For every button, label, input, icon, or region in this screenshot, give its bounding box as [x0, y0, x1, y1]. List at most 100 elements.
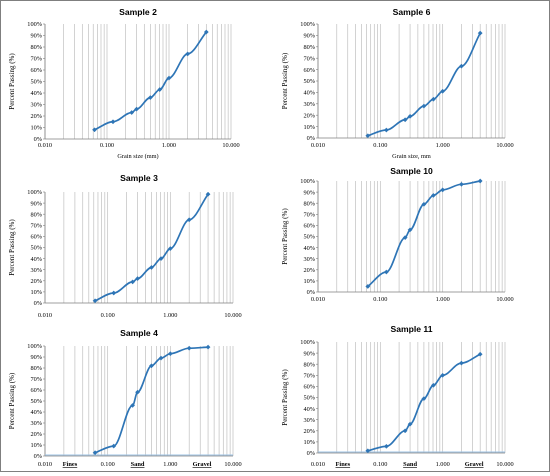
chart-panel-1: Sample 2 0% 10% 20% 30% 40% 50% 60% 70% 80% 90% 100…: [8, 7, 240, 160]
x-tick-label: 0.100: [100, 142, 114, 149]
data-point-marker: [402, 235, 408, 241]
zone-label-gravel: Gravel: [465, 461, 484, 468]
data-point-marker: [167, 246, 173, 252]
data-point-marker: [130, 279, 136, 285]
zone-label-sand: Sand: [403, 461, 417, 468]
y-tick-label: 0%: [34, 300, 43, 307]
x-tick-label: 0.010: [311, 142, 325, 149]
y-tick-label: 40%: [303, 245, 315, 252]
data-point-marker: [147, 95, 153, 101]
data-point-marker: [477, 351, 483, 357]
chart-title: Sample 10: [390, 166, 433, 176]
y-tick-label: 20%: [30, 113, 42, 120]
x-tick-label: 10.000: [496, 296, 513, 303]
data-point-marker: [402, 428, 408, 434]
data-point-marker: [135, 276, 140, 281]
x-tick-label: 1.000: [436, 296, 450, 303]
data-point-marker: [407, 227, 413, 233]
y-tick-label: 70%: [303, 212, 315, 219]
data-point-marker: [158, 256, 164, 262]
y-tick-label: 40%: [30, 409, 42, 416]
data-point-marker: [135, 389, 140, 395]
data-point-marker: [440, 88, 446, 94]
y-tick-label: 90%: [30, 354, 42, 361]
x-tick-label: 1.000: [163, 461, 177, 468]
y-tick-label: 30%: [30, 267, 42, 274]
x-axis-label: Grain size (mm): [117, 153, 158, 160]
data-point-marker: [477, 178, 483, 184]
y-tick-label: 10%: [30, 289, 42, 296]
x-tick-label: 0.010: [311, 461, 325, 468]
y-axis-label: Percent Passing (%): [281, 52, 289, 109]
data-point-marker: [110, 119, 116, 125]
zone-label-sand: Sand: [131, 461, 145, 468]
y-axis-label: Percent Passing (%): [281, 208, 289, 265]
y-tick-label: 80%: [30, 365, 42, 372]
data-point-marker: [421, 396, 427, 402]
data-point-marker: [205, 191, 211, 197]
data-point-marker: [459, 63, 464, 69]
y-tick-label: 50%: [30, 79, 42, 86]
y-axis-label: Percent Passing (%): [8, 372, 16, 429]
y-tick-label: 40%: [30, 256, 42, 263]
y-tick-label: 70%: [303, 55, 315, 62]
y-axis-label: Percent Passing (%): [281, 369, 289, 426]
data-point-marker: [407, 421, 413, 427]
y-tick-label: 60%: [30, 234, 42, 241]
data-point-marker: [402, 117, 408, 123]
data-point-marker: [129, 110, 135, 115]
x-tick-label: 0.100: [373, 461, 387, 468]
y-axis-label: Percent Passing (%): [8, 219, 16, 276]
zone-label-gravel: Gravel: [193, 461, 212, 468]
data-point-marker: [167, 351, 173, 357]
y-tick-label: 90%: [303, 350, 315, 357]
data-point-marker: [477, 30, 483, 36]
chart-panel-4: Sample 10 0% 10% 20% 30% 40% 50% 60% 70% 80% 90% 10…: [281, 166, 514, 303]
y-tick-label: 30%: [303, 417, 315, 424]
x-tick-label: 1.000: [436, 142, 450, 149]
data-point-marker: [149, 265, 154, 270]
y-tick-label: 30%: [303, 101, 315, 108]
y-tick-label: 40%: [30, 90, 42, 97]
data-point-marker: [185, 51, 191, 57]
x-tick-label: 10.000: [224, 312, 241, 319]
data-point-marker: [365, 133, 371, 139]
data-point-marker: [440, 187, 446, 193]
y-tick-label: 20%: [303, 112, 315, 119]
data-point-marker: [407, 113, 413, 119]
chart-panel-5: Sample 4 0% 10% 20% 30% 40% 50% 60% 70% 80% 90% 100…: [8, 328, 242, 468]
x-tick-label: 1.000: [163, 312, 177, 319]
y-tick-label: 70%: [303, 373, 315, 380]
y-tick-label: 30%: [30, 102, 42, 109]
x-tick-label: 10.000: [224, 461, 241, 468]
x-tick-label: 1.000: [162, 142, 176, 149]
y-tick-label: 50%: [30, 398, 42, 405]
zone-label-fines: Fines: [336, 461, 351, 468]
y-tick-label: 0%: [307, 135, 316, 142]
x-tick-label: 0.010: [38, 312, 52, 319]
y-tick-label: 70%: [30, 56, 42, 63]
y-tick-label: 0%: [307, 450, 316, 457]
chart-panel-3: Sample 3 0% 10% 20% 30% 40% 50% 60% 70% 80% 90% 100…: [8, 173, 242, 319]
x-tick-label: 1.000: [436, 461, 450, 468]
data-point-marker: [365, 284, 371, 289]
y-tick-label: 70%: [30, 223, 42, 230]
y-tick-label: 10%: [303, 124, 315, 131]
y-tick-label: 80%: [303, 200, 315, 207]
y-tick-label: 10%: [303, 439, 315, 446]
y-tick-label: 90%: [303, 33, 315, 40]
y-tick-label: 60%: [303, 384, 315, 391]
y-tick-label: 20%: [30, 278, 42, 285]
data-point-marker: [134, 106, 139, 112]
y-tick-label: 10%: [303, 278, 315, 285]
y-tick-label: 10%: [30, 442, 42, 449]
y-tick-label: 80%: [303, 44, 315, 51]
y-tick-label: 40%: [303, 90, 315, 97]
data-point-marker: [166, 75, 172, 81]
x-tick-label: 10.000: [496, 142, 513, 149]
data-point-marker: [149, 363, 154, 369]
y-tick-label: 100%: [27, 21, 42, 28]
data-point-marker: [186, 217, 192, 223]
